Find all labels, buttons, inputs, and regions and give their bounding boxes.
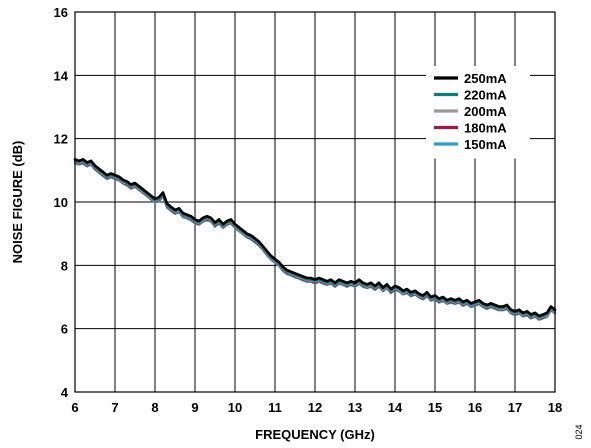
x-axis-title: FREQUENCY (GHz) [255, 427, 375, 442]
figure-id: 024 [574, 424, 584, 439]
x-tick-label: 7 [111, 400, 118, 415]
x-tick-label: 12 [308, 400, 322, 415]
x-tick-label: 8 [151, 400, 158, 415]
x-tick-label: 18 [548, 400, 562, 415]
y-tick-label: 16 [54, 5, 68, 20]
series-line-250mA [73, 158, 557, 318]
series-lines [73, 158, 557, 321]
y-tick-label: 6 [61, 322, 68, 337]
y-axis-title: NOISE FIGURE (dB) [10, 141, 25, 264]
y-tick-label: 4 [61, 385, 69, 400]
x-tick-label: 6 [71, 400, 78, 415]
series-line-220mA [73, 159, 557, 319]
legend-label: 250mA [464, 71, 507, 86]
x-tick-label: 13 [348, 400, 362, 415]
x-tick-label: 11 [268, 400, 282, 415]
x-tick-label: 9 [191, 400, 198, 415]
legend-label: 220mA [464, 88, 507, 103]
y-tick-label: 12 [54, 132, 68, 147]
x-tick-label: 10 [228, 400, 242, 415]
y-tick-label: 8 [61, 258, 68, 273]
x-tick-label: 17 [508, 400, 522, 415]
x-tick-label: 15 [428, 400, 442, 415]
plot-frame [74, 11, 556, 393]
y-tick-label: 10 [54, 195, 68, 210]
legend-label: 180mA [464, 121, 507, 136]
x-tick-label: 16 [468, 400, 482, 415]
legend-label: 150mA [464, 137, 507, 152]
y-tick-label: 14 [54, 68, 69, 83]
x-tick-label: 14 [388, 400, 403, 415]
legend-label: 200mA [464, 104, 507, 119]
